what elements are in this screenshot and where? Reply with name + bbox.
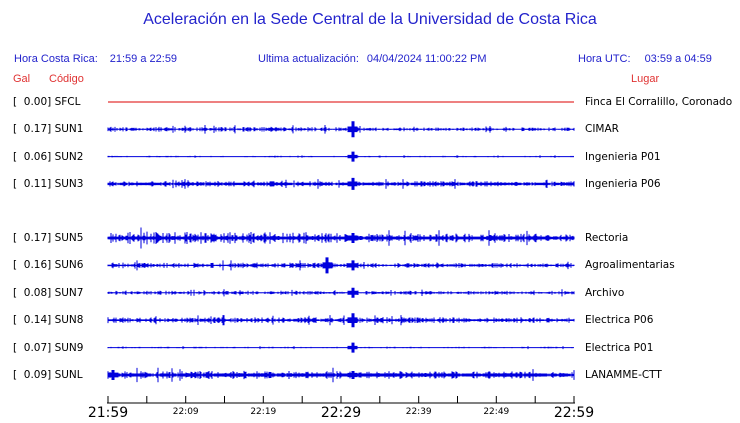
station-location: Electrica P06 [585, 314, 654, 327]
x-tick-label: 22:19 [250, 407, 277, 417]
trace-SUN7 [107, 287, 575, 298]
x-tick-label: 22:59 [553, 405, 595, 421]
station-location: Ingenieria P06 [585, 177, 661, 190]
station-gal-code: [ 0.08] SUN7 [13, 286, 84, 299]
local-time-value: 21:59 a 22:59 [109, 53, 178, 65]
x-tick-label: 22:49 [483, 407, 510, 417]
station-location: CIMAR [585, 123, 619, 136]
trace-SUN2 [107, 151, 574, 162]
column-header-gal: Gal [13, 73, 31, 85]
station-gal-code: [ 0.16] SUN6 [13, 259, 84, 272]
trace-SUN3 [107, 177, 575, 190]
utc-time-range: Hora UTC: 03:59 a 04:59 [578, 53, 712, 65]
x-tick-label: 22:29 [320, 405, 362, 421]
column-header-codigo: Código [49, 73, 84, 85]
last-update: Ultima actualización: 04/04/2024 11:00:22… [258, 53, 487, 65]
station-location: Electrica P01 [585, 341, 654, 354]
last-update-label: Ultima actualización: [258, 53, 359, 65]
x-tick-label: 22:39 [405, 407, 432, 417]
station-location: Ingenieria P01 [585, 150, 661, 163]
trace-SUN1 [107, 121, 575, 138]
local-time-label: Hora Costa Rica: [14, 53, 98, 65]
station-gal-code: [ 0.14] SUN8 [13, 314, 84, 327]
station-gal-code: [ 0.17] SUN1 [13, 123, 84, 136]
station-location: LANAMME-CTT [585, 369, 662, 381]
trace-SUN6 [107, 257, 575, 274]
last-update-value: 04/04/2024 11:00:22 PM [366, 53, 487, 65]
trace-SUNL [107, 367, 575, 383]
utc-time-label: Hora UTC: [578, 53, 631, 65]
station-location: Finca El Corralillo, Coronado [585, 96, 733, 108]
station-location: Agroalimentarias [585, 259, 675, 272]
x-tick-label: 22:09 [172, 407, 199, 417]
local-time-range: Hora Costa Rica: 21:59 a 22:59 [14, 53, 177, 65]
trace-SUN5 [107, 227, 575, 249]
station-gal-code: [ 0.09] SUNL [13, 369, 83, 381]
station-gal-code: [ 0.00] SFCL [13, 96, 81, 108]
trace-SUN8 [107, 313, 575, 328]
utc-time-value: 03:59 a 04:59 [644, 53, 712, 65]
x-axis [107, 396, 575, 404]
station-gal-code: [ 0.06] SUN2 [13, 150, 84, 163]
x-tick-label: 21:59 [87, 405, 129, 421]
station-gal-code: [ 0.17] SUN5 [13, 232, 84, 244]
page-title: Aceleración en la Sede Central de la Uni… [143, 11, 597, 28]
station-location: Rectoria [585, 232, 629, 244]
column-header-lugar: Lugar [631, 73, 660, 85]
station-gal-code: [ 0.11] SUN3 [13, 177, 84, 190]
trace-SUN9 [107, 342, 574, 353]
station-location: Archivo [585, 286, 625, 299]
station-gal-code: [ 0.07] SUN9 [13, 341, 84, 354]
